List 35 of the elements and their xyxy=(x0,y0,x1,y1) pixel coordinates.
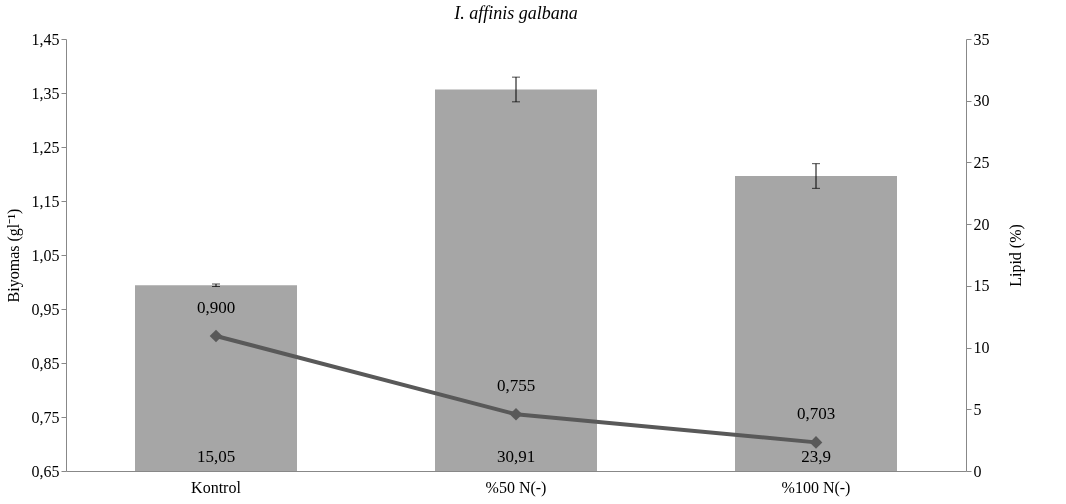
x-tick-label: %50 N(-) xyxy=(485,478,547,497)
bar xyxy=(135,285,297,471)
x-tick-label: Kontrol xyxy=(191,478,242,496)
data-label: 0,900 xyxy=(196,298,236,317)
x-tick-label: %100 N(-) xyxy=(781,478,851,497)
y2-tick-label: 0 xyxy=(973,462,982,480)
y-tick-label: 0,65 xyxy=(31,462,60,480)
point xyxy=(809,436,823,449)
point xyxy=(209,329,223,343)
y-tick-label: 1,25 xyxy=(31,138,60,156)
bar xyxy=(735,176,897,471)
y-axis-title: Biyomas (gl⁻¹) xyxy=(4,208,23,303)
y-tick-label: 1,15 xyxy=(31,192,60,210)
y2-tick-label: 5 xyxy=(973,400,982,418)
y2-tick-label: 30 xyxy=(973,92,990,110)
y-tick-label: 0,95 xyxy=(31,300,60,318)
y-tick-label: 1,05 xyxy=(31,246,60,264)
y2-axis-title: Lipid (%) xyxy=(1006,224,1025,287)
data-label: 15,05 xyxy=(196,447,236,466)
y-tick-label: 1,35 xyxy=(31,84,60,102)
bar xyxy=(435,89,597,471)
y2-tick-label: 35 xyxy=(973,30,990,48)
y-tick-label: 1,45 xyxy=(31,30,60,48)
y-tick-label: 0,85 xyxy=(31,354,60,372)
point xyxy=(509,407,523,421)
y2-tick-label: 15 xyxy=(973,277,990,295)
data-label: 0,755 xyxy=(496,376,536,396)
y2-tick-label: 10 xyxy=(973,339,990,357)
data-label: 30,91 xyxy=(496,447,536,466)
chart-title: I. affinis galbana xyxy=(453,3,578,23)
y2-tick-label: 25 xyxy=(973,153,990,171)
y2-tick-label: 20 xyxy=(973,215,990,233)
data-label: 0,703 xyxy=(796,404,836,424)
y-tick-label: 0,75 xyxy=(31,408,60,426)
data-label: 23,9 xyxy=(801,447,831,466)
